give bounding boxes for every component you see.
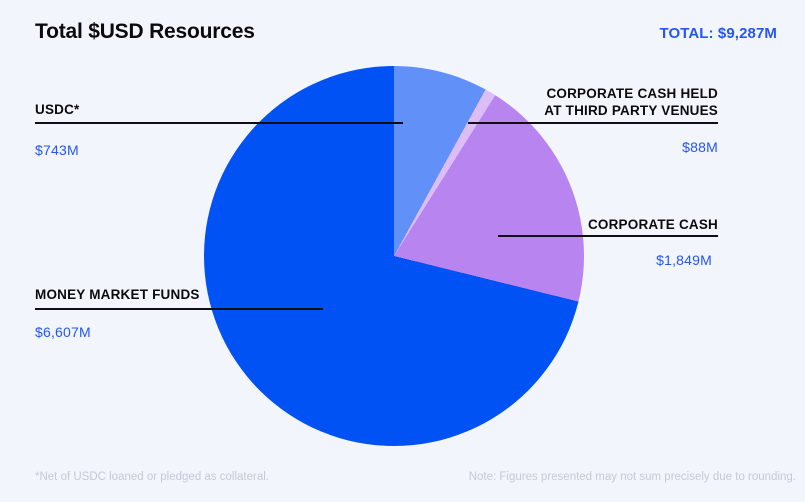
money-market-label: MONEY MARKET FUNDS bbox=[35, 287, 200, 302]
corporate-cash-value: $1,849M bbox=[656, 252, 712, 268]
usdc-leader-line bbox=[35, 122, 403, 124]
total-amount: TOTAL: $9,287M bbox=[659, 25, 777, 42]
usdc-value: $743M bbox=[35, 142, 79, 158]
third-party-cash-value: $88M bbox=[682, 139, 718, 155]
third-party-cash-label-line2: AT THIRD PARTY VENUES bbox=[544, 103, 718, 118]
corporate-cash-label: CORPORATE CASH bbox=[587, 217, 718, 232]
third-party-cash-label: CORPORATE CASH HELD AT THIRD PARTY VENUE… bbox=[544, 85, 718, 119]
third-party-cash-leader-line bbox=[468, 122, 718, 124]
footnote-rounding: Note: Figures presented may not sum prec… bbox=[468, 471, 796, 483]
money-market-value: $6,607M bbox=[35, 324, 91, 340]
usd-resources-pie-chart bbox=[204, 66, 584, 446]
page-title: Total $USD Resources bbox=[35, 20, 255, 43]
money-market-leader-line bbox=[35, 308, 323, 310]
usdc-label: USDC* bbox=[35, 102, 80, 117]
third-party-cash-label-line1: CORPORATE CASH HELD bbox=[546, 86, 718, 101]
corporate-cash-leader-line bbox=[498, 235, 718, 237]
footnote-usdc-net: *Net of USDC loaned or pledged as collat… bbox=[35, 471, 269, 483]
